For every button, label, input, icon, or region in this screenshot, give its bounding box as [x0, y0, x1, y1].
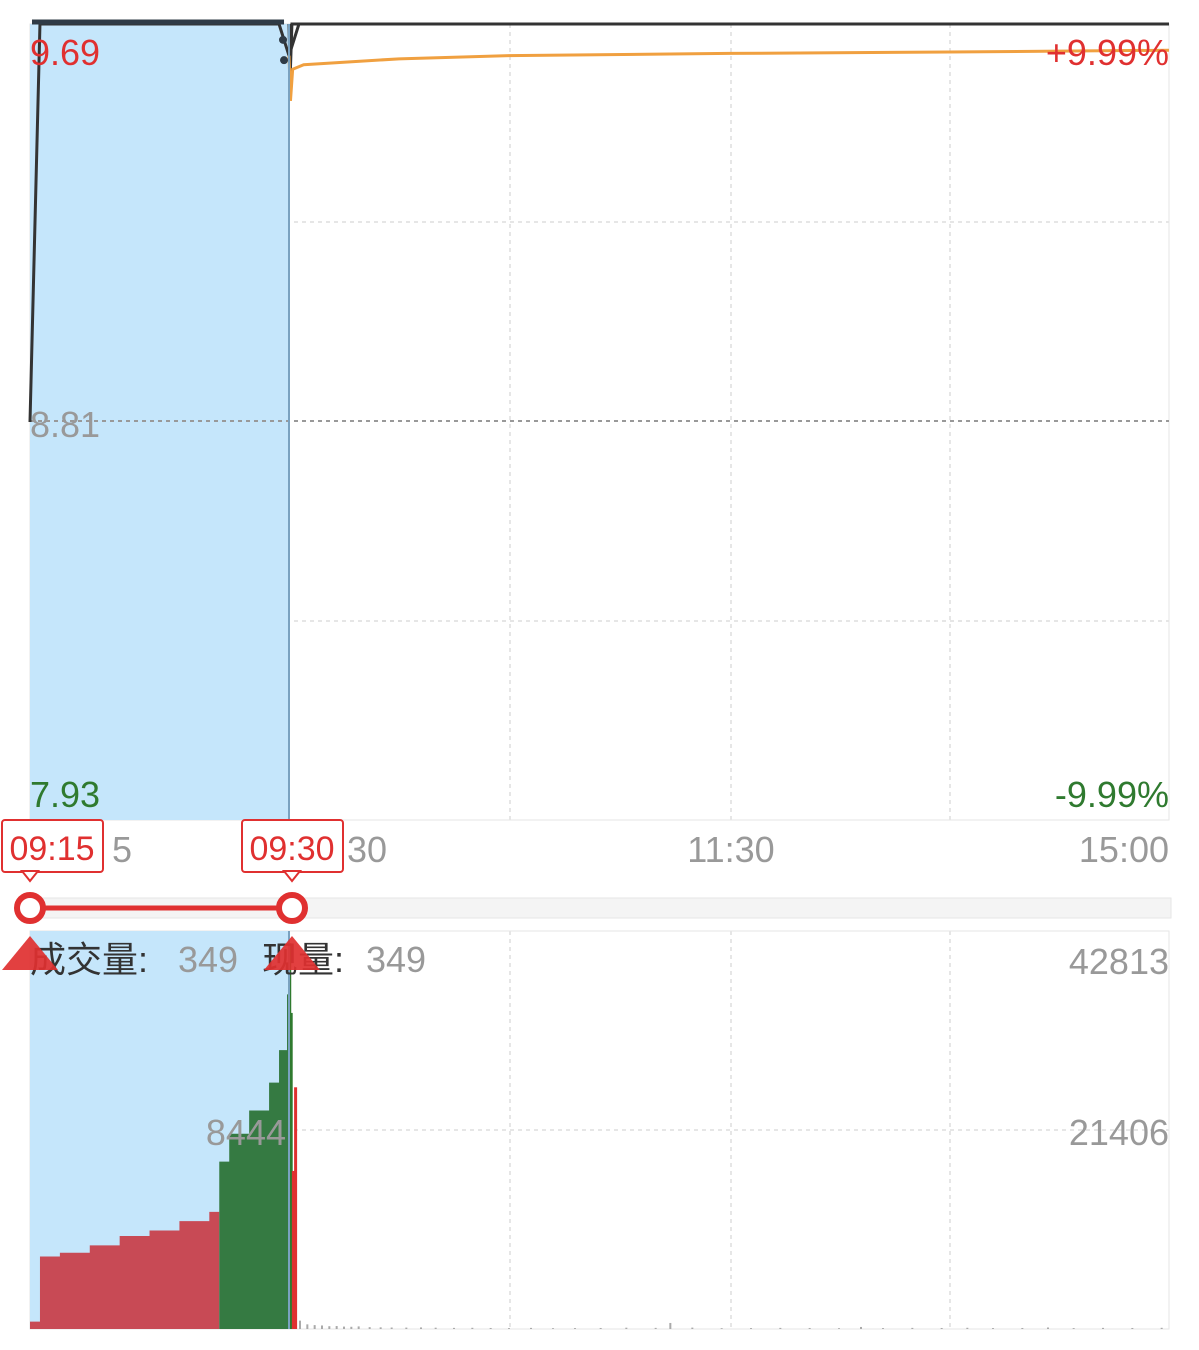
range-start-tag: 09:15	[1, 819, 104, 883]
volume-bar	[882, 1328, 884, 1329]
volume-bar	[940, 1327, 943, 1329]
range-end-tag: 09:30	[241, 819, 344, 883]
volume-bar	[574, 1328, 576, 1329]
volume-bar	[779, 1327, 782, 1329]
volume-bar	[350, 1326, 353, 1329]
volume-bar	[328, 1326, 331, 1329]
volume-bar	[434, 1327, 437, 1329]
range-end-label: 09:30	[249, 830, 334, 868]
volume-bar	[599, 1327, 602, 1329]
volume-bar	[453, 1327, 455, 1329]
range-end-handle[interactable]	[276, 892, 308, 924]
range-end-tag-pointer	[281, 870, 303, 883]
volume-bar	[471, 1327, 474, 1329]
range-start-handle[interactable]	[14, 892, 46, 924]
pct-top-label: +9.99%	[1046, 32, 1169, 73]
time-label-0915-partial: 5	[112, 829, 132, 870]
volume-bar	[294, 1087, 298, 1329]
volume-bar	[750, 1328, 752, 1329]
range-start-tag-box	[1, 819, 104, 873]
volume-bar	[1072, 1328, 1075, 1329]
auction-price-dot	[280, 56, 289, 65]
auction-volume-up-area	[30, 1211, 220, 1329]
volume-max-label: 42813	[1069, 941, 1169, 982]
auction-volume-area	[30, 994, 289, 1329]
volume-bar	[306, 1324, 309, 1329]
volume-bar	[808, 1327, 811, 1329]
volume-bar	[508, 1328, 510, 1329]
volume-bar	[321, 1325, 323, 1329]
volume-bar	[1047, 1327, 1049, 1329]
volume-bar	[343, 1326, 345, 1329]
volume-bar	[530, 1327, 532, 1329]
time-label-1130: 11:30	[687, 829, 774, 870]
volume-bar	[405, 1327, 408, 1329]
volume-bar	[357, 1326, 360, 1329]
volume-bar	[368, 1327, 371, 1329]
range-end-marker-icon[interactable]	[264, 936, 320, 970]
auction-volume-label: 8444	[206, 1112, 286, 1153]
volume-bar	[379, 1327, 382, 1329]
current-volume-value: 349	[366, 939, 426, 980]
volume-bar	[291, 1170, 295, 1329]
volume-bar	[313, 1325, 316, 1329]
volume-bar	[966, 1327, 969, 1329]
time-label-1500: 15:00	[1079, 829, 1169, 870]
volume-bar	[420, 1327, 422, 1329]
volume-bar	[992, 1328, 994, 1329]
volume-bar	[1131, 1327, 1134, 1329]
auction-volume-down-area	[219, 994, 289, 1329]
pct-bottom-label: -9.99%	[1055, 774, 1169, 815]
volume-bar	[489, 1327, 492, 1329]
volume-bar	[860, 1326, 862, 1329]
price-lines	[28, 19, 1170, 1329]
auction-price-dot	[279, 35, 288, 44]
volume-value: 349	[178, 939, 238, 980]
volume-bar	[552, 1328, 554, 1329]
volume-bar	[654, 1327, 657, 1329]
volume-bar	[289, 1012, 293, 1329]
time-label-0930-partial: 30	[347, 829, 387, 870]
volume-bar	[691, 1327, 694, 1329]
volume-bar	[720, 1328, 723, 1329]
volume-bar	[669, 1322, 672, 1329]
price-bottom-label: 7.93	[30, 774, 100, 815]
volume-bar	[911, 1327, 914, 1329]
price-top-label: 9.69	[30, 32, 100, 73]
volume-mid-label: 21406	[1069, 1112, 1169, 1153]
volume-title-label: 成交量:	[30, 939, 148, 980]
volume-bar	[838, 1328, 840, 1329]
range-start-marker-icon[interactable]	[2, 936, 58, 970]
volume-bar	[1160, 1327, 1163, 1329]
volume-bar	[625, 1327, 628, 1329]
range-start-tag-pointer	[19, 870, 41, 883]
volume-bar	[335, 1326, 338, 1329]
volume-bar	[1102, 1327, 1104, 1329]
volume-bar	[390, 1327, 393, 1329]
average-price-line	[287, 48, 1170, 101]
range-start-label: 09:15	[9, 830, 94, 868]
price-mid-label: 8.81	[30, 404, 100, 445]
session-volume-bars	[288, 943, 1163, 1329]
volume-bar	[1021, 1327, 1024, 1329]
volume-bar	[299, 1320, 301, 1329]
